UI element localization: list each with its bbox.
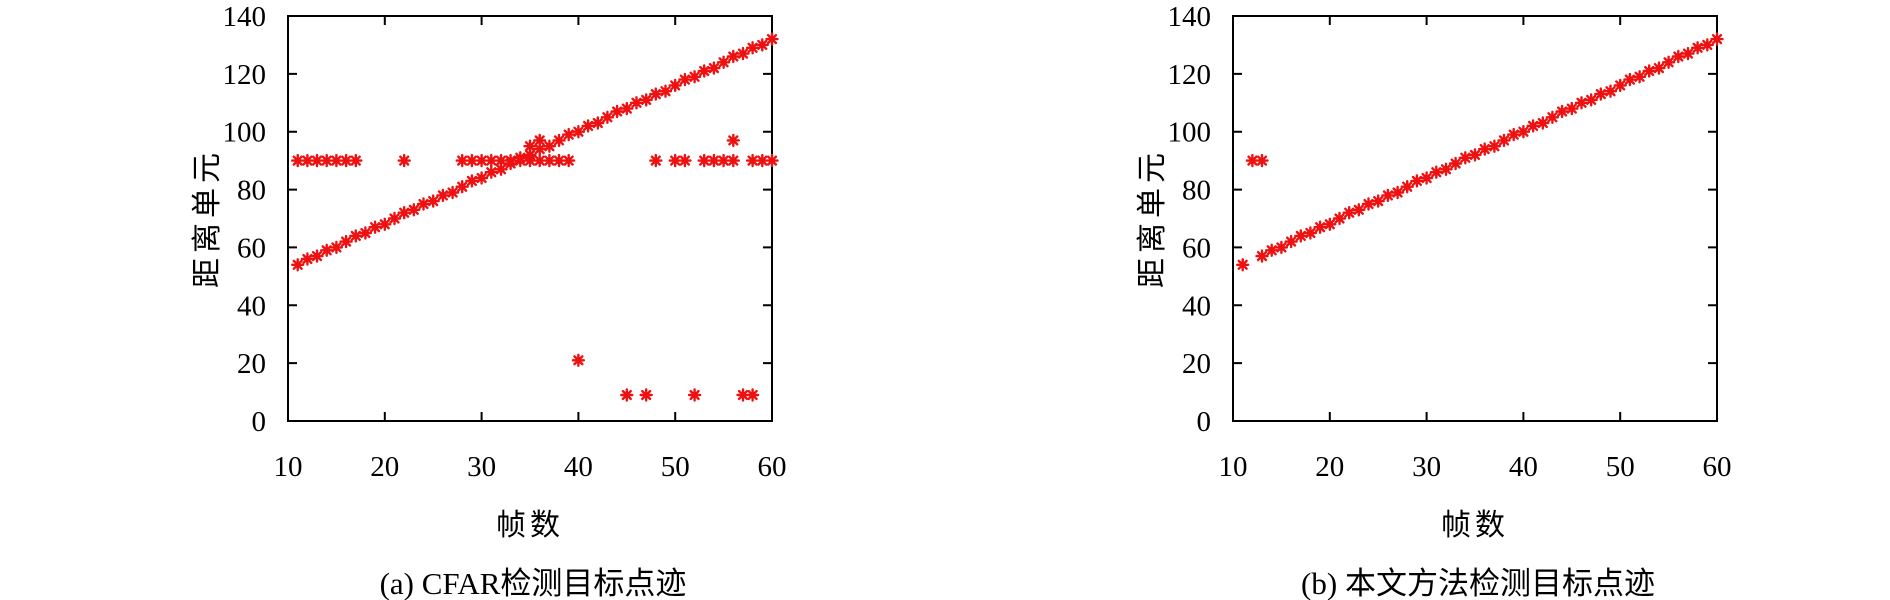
y-tick-label: 20 — [237, 348, 266, 380]
plot-border — [1232, 15, 1718, 422]
y-tick-label: 60 — [237, 232, 266, 264]
x-tick-label: 50 — [1606, 451, 1635, 483]
x-tick-label: 30 — [1412, 451, 1441, 483]
x-tick-label: 50 — [661, 451, 690, 483]
y-tick-label: 80 — [237, 175, 266, 207]
axis-ticks — [1232, 15, 1718, 422]
x-axis-label-b: 帧数 — [1441, 509, 1509, 542]
y-tick-label: 100 — [223, 117, 267, 149]
x-tick-label: 30 — [467, 451, 496, 483]
y-tick-label: 120 — [223, 59, 267, 91]
x-tick-label: 10 — [1219, 451, 1248, 483]
series-target-track — [291, 32, 779, 272]
panel-cfar: 10 20 30 40 50 60 0 20 40 60 80 100 120 140 距离单元 帧数 (… — [191, 1, 787, 600]
y-axis-label-b: 距离单元 — [1136, 148, 1169, 288]
x-tick-label: 60 — [1703, 451, 1732, 483]
x-tick-label: 20 — [370, 451, 399, 483]
series-false-alarms-low — [571, 353, 760, 402]
y-tick-label: 0 — [1197, 406, 1212, 438]
series-target-track — [1236, 32, 1724, 272]
x-axis-label-a: 帧数 — [496, 509, 564, 542]
y-tick-label: 40 — [1182, 290, 1211, 322]
series-residual-clutter — [1245, 153, 1269, 168]
axis-ticks — [287, 15, 773, 422]
y-tick-label: 140 — [1168, 1, 1212, 33]
scatter-plot-cfar: 10 20 30 40 50 60 0 20 40 60 80 100 120 140 — [223, 1, 787, 483]
x-tick-label: 10 — [274, 451, 303, 483]
series-clutter-band-90 — [291, 133, 779, 168]
y-tick-label: 80 — [1182, 175, 1211, 207]
panel-proposed-method: 10 20 30 40 50 60 0 20 40 60 80 100 120 140 距离单元 帧数 (… — [945, 0, 1890, 600]
y-tick-label: 60 — [1182, 232, 1211, 264]
caption-b: (b) 本文方法检测目标点迹 — [1301, 566, 1655, 600]
y-tick-label: 140 — [223, 1, 267, 33]
y-axis-label-a: 距离单元 — [191, 148, 224, 288]
x-tick-label: 60 — [758, 451, 787, 483]
caption-a: (a) CFAR检测目标点迹 — [379, 566, 687, 600]
scatter-plot-proposed: 10 20 30 40 50 60 0 20 40 60 80 100 120 140 — [1168, 1, 1732, 483]
y-tick-label: 100 — [1168, 117, 1212, 149]
y-tick-label: 0 — [252, 406, 267, 438]
plot-border — [287, 15, 773, 422]
y-tick-label: 40 — [237, 290, 266, 322]
y-tick-label: 20 — [1182, 348, 1211, 380]
x-tick-label: 40 — [564, 451, 593, 483]
x-tick-label: 20 — [1315, 451, 1344, 483]
x-tick-label: 40 — [1509, 451, 1538, 483]
y-tick-label: 120 — [1168, 59, 1212, 91]
